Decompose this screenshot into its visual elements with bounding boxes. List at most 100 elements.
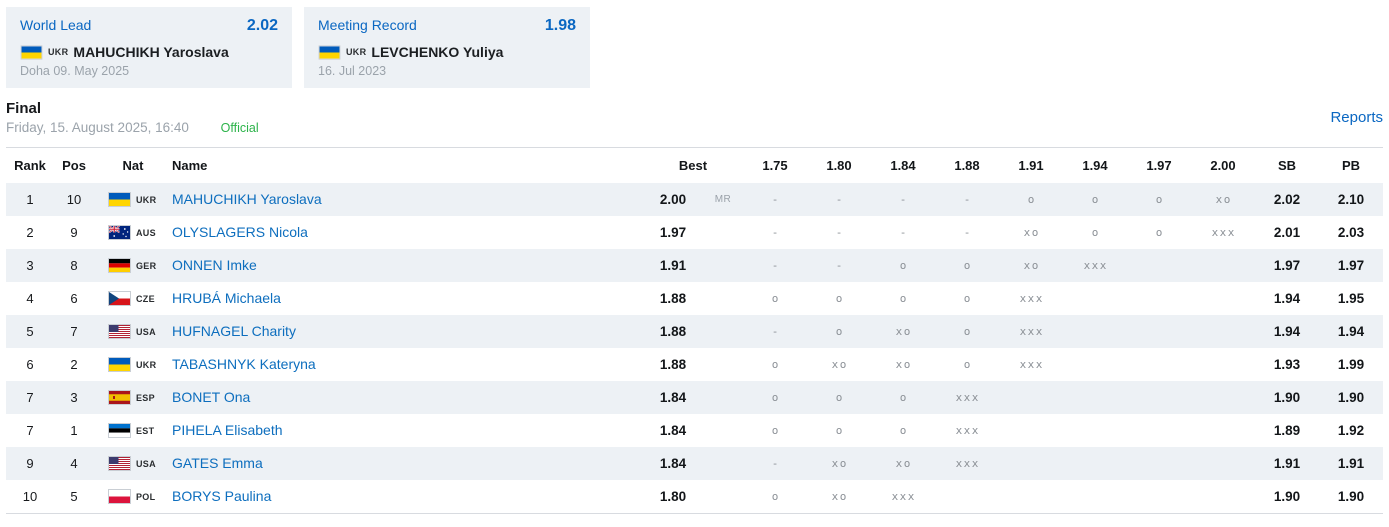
nat-code: EST <box>136 425 155 436</box>
attempt-cell-1.88: o <box>963 259 972 272</box>
header-nat: Nat <box>122 158 144 173</box>
pb-value: 1.90 <box>1337 489 1365 504</box>
rank-cell: 7 <box>26 423 34 438</box>
event-round-title: Final <box>6 100 42 117</box>
athlete-name-link[interactable]: HRUBÁ Michaela <box>172 289 281 306</box>
header-height-1.75: 1.75 <box>762 158 788 173</box>
event-header-left: Final Friday, 15. August 2025, 16:40 Off… <box>6 100 259 135</box>
athlete-name-link[interactable]: MAHUCHIKH Yaroslava <box>172 190 322 207</box>
best-value: 1.88 <box>659 324 687 339</box>
athlete-name-link[interactable]: OLYSLAGERS Nicola <box>172 223 308 240</box>
rank-cell: 10 <box>22 489 38 504</box>
attempt-cell-1.84: o <box>899 391 908 404</box>
nat-cell: AUS <box>94 225 172 240</box>
best-value: 1.84 <box>659 456 687 471</box>
attempt-cell-1.84: - <box>899 226 908 239</box>
athlete-name-link[interactable]: ONNEN Imke <box>172 256 257 273</box>
event-header: Final Friday, 15. August 2025, 16:40 Off… <box>6 100 1383 135</box>
record-athlete-row: UKR MAHUCHIKH Yaroslava <box>20 44 278 60</box>
best-value: 1.88 <box>659 291 687 306</box>
sb-value: 1.93 <box>1273 357 1301 372</box>
pos-cell: 6 <box>70 291 78 306</box>
attempt-cell-1.91: xxx <box>1019 358 1044 371</box>
ukr-flag-icon <box>108 192 131 207</box>
usa-flag-icon <box>108 456 131 471</box>
attempt-cell-1.75: - <box>771 259 780 272</box>
best-cell: 1.84 <box>643 390 743 405</box>
attempt-cell-1.75: - <box>771 193 780 206</box>
attempt-cell-1.75: o <box>771 358 780 371</box>
pb-value: 1.95 <box>1337 291 1365 306</box>
record-nat-code: UKR <box>48 47 69 57</box>
nat-code: UKR <box>136 194 157 205</box>
attempt-cell-1.88: o <box>963 325 972 338</box>
nat-cell: USA <box>94 324 172 339</box>
athlete-name-link[interactable]: TABASHNYK Kateryna <box>172 355 316 372</box>
name-cell: BORYS Paulina <box>172 488 643 506</box>
athlete-name-link[interactable]: PIHELA Elisabeth <box>172 421 283 438</box>
athlete-name-link[interactable]: HUFNAGEL Charity <box>172 322 296 339</box>
athlete-name-link[interactable]: BORYS Paulina <box>172 487 272 504</box>
record-card-header: Meeting Record 1.98 <box>318 17 576 35</box>
name-cell: GATES Emma <box>172 455 643 473</box>
pos-cell: 2 <box>70 357 78 372</box>
attempt-cell-1.84: o <box>899 292 908 305</box>
header-best: Best <box>678 158 708 173</box>
rank-cell: 4 <box>26 291 34 306</box>
rank-cell: 9 <box>26 456 34 471</box>
attempt-cell-1.88: o <box>963 292 972 305</box>
pos-cell: 3 <box>70 390 78 405</box>
ukr-flag-icon <box>318 44 341 60</box>
results-page: { "colors": { "accent_blue": "#0a67c2", … <box>0 7 1389 527</box>
aus-flag-icon <box>108 225 131 240</box>
nat-code: CZE <box>136 293 155 304</box>
header-height-1.84: 1.84 <box>890 158 916 173</box>
best-cell: 1.88 <box>643 291 743 306</box>
record-card-meeting-record: Meeting Record 1.98 UKR LEVCHENKO Yuliya… <box>304 7 590 88</box>
table-row: 9 4 USA GATES Emma 1.84 - xo xo xxx 1.91 1.… <box>6 447 1383 480</box>
attempt-cell-1.80: xo <box>831 490 848 503</box>
sb-value: 1.94 <box>1273 291 1301 306</box>
name-cell: BONET Ona <box>172 389 643 407</box>
sb-value: 2.01 <box>1273 225 1301 240</box>
attempt-cell-1.80: - <box>835 193 844 206</box>
nat-code: POL <box>136 491 156 502</box>
attempt-cell-1.88: xxx <box>955 457 980 470</box>
results-table: Rank Pos Nat Name Best 1.75 1.80 1.84 1.88 1… <box>6 147 1383 514</box>
attempt-cell-1.75: - <box>771 325 780 338</box>
pos-cell: 7 <box>70 324 78 339</box>
nat-cell: CZE <box>94 291 172 306</box>
pb-value: 1.94 <box>1337 324 1365 339</box>
nat-code: GER <box>136 260 157 271</box>
attempt-cell-1.80: - <box>835 226 844 239</box>
nat-code: ESP <box>136 392 155 403</box>
best-cell: 1.84 <box>643 423 743 438</box>
pos-cell: 5 <box>70 489 78 504</box>
attempt-cell-1.75: o <box>771 292 780 305</box>
ukr-flag-icon <box>108 357 131 372</box>
athlete-name-link[interactable]: GATES Emma <box>172 454 263 471</box>
status-official-badge: Official <box>220 121 259 135</box>
attempt-cell-1.84: - <box>899 193 908 206</box>
attempt-cell-1.88: - <box>963 226 972 239</box>
header-pos: Pos <box>62 158 86 173</box>
rank-cell: 1 <box>26 192 34 207</box>
reports-link[interactable]: Reports <box>1330 109 1383 126</box>
pos-cell: 4 <box>70 456 78 471</box>
pb-value: 2.03 <box>1337 225 1365 240</box>
header-sb: SB <box>1277 158 1297 173</box>
esp-flag-icon <box>108 390 131 405</box>
attempt-cell-1.91: xo <box>1023 226 1040 239</box>
record-card-world-lead: World Lead 2.02 UKR MAHUCHIKH Yaroslava … <box>6 7 292 88</box>
attempt-cell-1.88: - <box>963 193 972 206</box>
attempt-cell-1.75: o <box>771 490 780 503</box>
ger-flag-icon <box>108 258 131 273</box>
header-rank: Rank <box>14 158 46 173</box>
best-cell: 1.84 <box>643 456 743 471</box>
athlete-name-link[interactable]: BONET Ona <box>172 388 251 405</box>
attempt-cell-1.75: o <box>771 424 780 437</box>
name-cell: PIHELA Elisabeth <box>172 422 643 440</box>
attempt-cell-1.94: xxx <box>1083 259 1108 272</box>
table-header-row: Rank Pos Nat Name Best 1.75 1.80 1.84 1.88 1… <box>6 148 1383 183</box>
pb-value: 1.91 <box>1337 456 1365 471</box>
